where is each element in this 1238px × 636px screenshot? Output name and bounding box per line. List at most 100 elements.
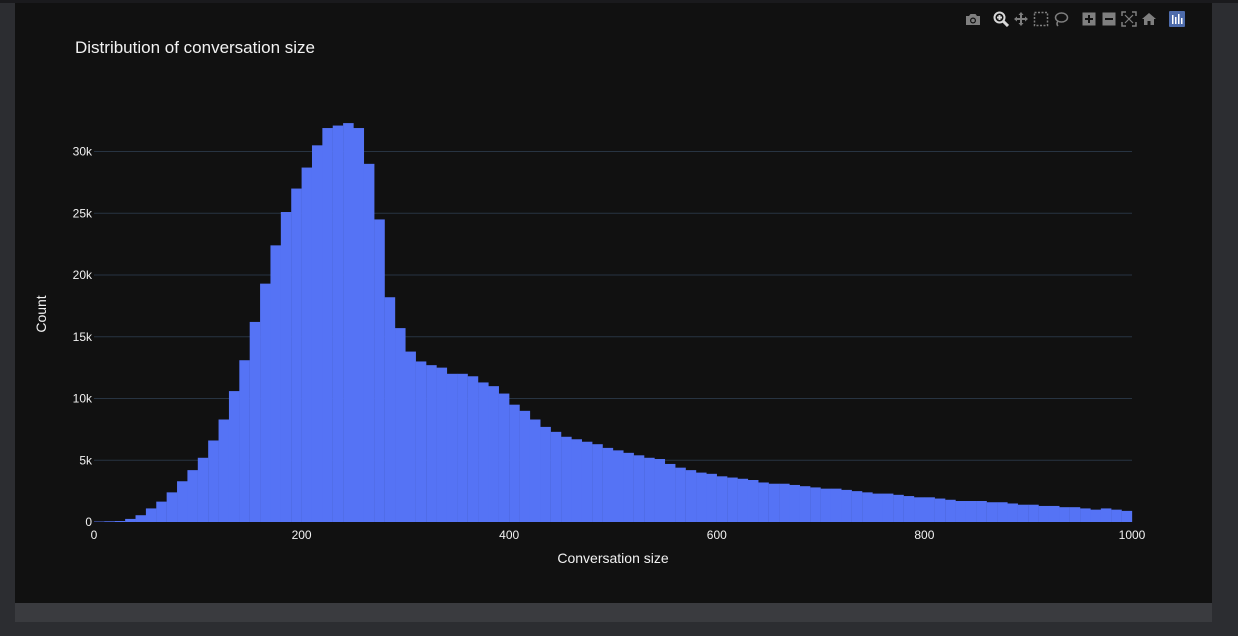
horizontal-scrollbar[interactable] (15, 603, 1212, 622)
box-select-button[interactable] (1031, 9, 1051, 29)
histogram-bar[interactable] (675, 467, 686, 522)
histogram-bar[interactable] (218, 419, 230, 523)
histogram-bar[interactable] (529, 419, 541, 523)
histogram-bar[interactable] (768, 483, 780, 522)
histogram-bar[interactable] (498, 393, 510, 522)
histogram-bar[interactable] (830, 488, 842, 522)
histogram-bar[interactable] (509, 404, 520, 522)
histogram-bar[interactable] (1038, 505, 1050, 522)
histogram-bar[interactable] (114, 521, 126, 522)
histogram-bar[interactable] (540, 426, 551, 522)
histogram-bar[interactable] (955, 501, 967, 522)
histogram-bar[interactable] (613, 450, 624, 522)
histogram-bar[interactable] (1121, 510, 1133, 522)
histogram-bar[interactable] (1069, 507, 1081, 522)
histogram-bar[interactable] (789, 484, 800, 522)
histogram-bar[interactable] (924, 497, 935, 522)
histogram-bar[interactable] (872, 493, 884, 522)
histogram-bar[interactable] (343, 123, 354, 522)
histogram-bar[interactable] (177, 481, 188, 522)
camera-button[interactable] (963, 9, 983, 29)
histogram-bar[interactable] (426, 365, 437, 522)
histogram-bar[interactable] (986, 502, 998, 522)
histogram-bar[interactable] (602, 447, 614, 522)
histogram-bar[interactable] (592, 444, 603, 522)
histogram-bar[interactable] (799, 486, 811, 522)
histogram-bar[interactable] (353, 128, 365, 522)
histogram-bar[interactable] (945, 499, 956, 522)
histogram-bar[interactable] (405, 351, 416, 522)
histogram-bar[interactable] (623, 452, 634, 522)
histogram-bar[interactable] (581, 441, 593, 522)
histogram-bar[interactable] (135, 515, 147, 522)
histogram-bar[interactable] (841, 489, 852, 522)
histogram-bar[interactable] (156, 501, 167, 522)
histogram-bar[interactable] (1028, 504, 1039, 522)
histogram-bar[interactable] (374, 219, 385, 522)
histogram-bar[interactable] (311, 145, 323, 522)
histogram-bar[interactable] (145, 508, 157, 522)
zoom-button[interactable] (991, 9, 1011, 29)
histogram-bar[interactable] (965, 501, 977, 522)
histogram-bar[interactable] (914, 497, 925, 522)
pan-button[interactable] (1011, 9, 1031, 29)
histogram-bar[interactable] (737, 478, 749, 522)
histogram-bar[interactable] (696, 472, 707, 522)
histogram-bar[interactable] (208, 440, 219, 522)
histogram-bar[interactable] (810, 487, 821, 522)
histogram-bar[interactable] (187, 470, 198, 522)
histogram-bar[interactable] (727, 477, 738, 522)
histogram-bar[interactable] (716, 476, 728, 522)
histogram-bar[interactable] (820, 488, 832, 522)
histogram-bar[interactable] (478, 382, 489, 522)
histogram-bar[interactable] (561, 436, 572, 522)
histogram-bar[interactable] (395, 328, 406, 522)
histogram-bar[interactable] (260, 283, 271, 522)
histogram-bar[interactable] (1048, 505, 1060, 522)
histogram-bar[interactable] (550, 431, 562, 522)
histogram-bar[interactable] (446, 373, 458, 522)
histogram-bar[interactable] (280, 212, 292, 522)
histogram-bar[interactable] (384, 297, 396, 522)
histogram-bar[interactable] (851, 491, 863, 523)
histogram-bar[interactable] (291, 188, 302, 523)
histogram-bar[interactable] (1080, 508, 1091, 522)
histogram-bar[interactable] (747, 480, 759, 522)
histogram-bar[interactable] (1111, 509, 1122, 522)
histogram-bar[interactable] (166, 492, 178, 522)
histogram-bar[interactable] (125, 518, 136, 522)
histogram-bar[interactable] (239, 360, 250, 522)
histogram-bar[interactable] (228, 391, 240, 522)
histogram-bar[interactable] (1007, 503, 1018, 522)
histogram-bar[interactable] (934, 498, 946, 522)
histogram-bar[interactable] (332, 125, 344, 522)
histogram-bar[interactable] (1017, 504, 1029, 522)
histogram-bar[interactable] (758, 482, 769, 522)
histogram-bar[interactable] (779, 483, 790, 522)
histogram-bar[interactable] (685, 470, 697, 522)
histogram-bar[interactable] (664, 463, 676, 522)
histogram-bar[interactable] (436, 367, 448, 523)
histogram-bar[interactable] (363, 163, 375, 522)
zoom-in-button[interactable] (1079, 9, 1099, 29)
histogram-bar[interactable] (862, 492, 873, 522)
histogram-bar[interactable] (654, 459, 666, 522)
histogram-bar[interactable] (197, 457, 209, 522)
histogram-bar[interactable] (1059, 507, 1070, 522)
histogram-bar[interactable] (322, 128, 333, 522)
histogram-bar[interactable] (882, 493, 894, 522)
histogram-bar[interactable] (903, 496, 915, 522)
zoom-out-button[interactable] (1099, 9, 1119, 29)
histogram-bar[interactable] (976, 501, 987, 522)
histogram-bar[interactable] (997, 502, 1008, 522)
histogram-bar[interactable] (301, 167, 313, 522)
lasso-select-button[interactable] (1051, 9, 1071, 29)
histogram-bar[interactable] (104, 521, 115, 522)
reset-axes-button[interactable] (1139, 9, 1159, 29)
histogram-bar[interactable] (488, 386, 499, 522)
histogram-bar[interactable] (1100, 508, 1112, 522)
histogram-bar[interactable] (644, 457, 655, 522)
histogram-bar[interactable] (467, 376, 479, 522)
histogram-bar[interactable] (893, 494, 904, 522)
histogram-bar[interactable] (1090, 509, 1102, 522)
